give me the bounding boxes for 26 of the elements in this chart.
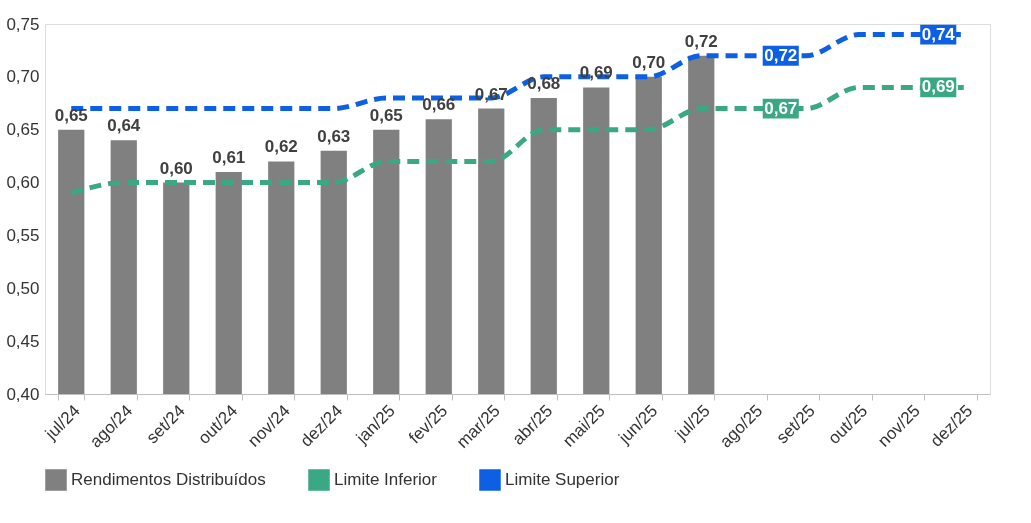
data-label: 0,74 (921, 24, 956, 44)
data-label: 0,62 (264, 137, 298, 157)
y-tick-label: 0,65 (6, 120, 40, 140)
legend-label: Rendimentos Distribuídos (71, 470, 266, 489)
data-label: 0,67 (764, 98, 798, 118)
data-label: 0,61 (212, 148, 246, 167)
data-label: 0,69 (921, 77, 955, 97)
data-label: 0,70 (632, 52, 666, 72)
y-tick-label: 0,50 (6, 278, 40, 298)
legend-label: Limite Inferior (334, 470, 438, 489)
y-tick-label: 0,55 (6, 225, 40, 245)
y-tick-label: 0,75 (6, 14, 40, 34)
data-label: 0,65 (54, 105, 88, 125)
data-label: 0,63 (317, 126, 351, 146)
y-tick-label: 0,45 (6, 331, 40, 351)
y-tick-label: 0,70 (6, 67, 40, 87)
data-label: 0,66 (422, 95, 456, 115)
data-label: 0,60 (159, 158, 193, 178)
y-tick-label: 0,60 (6, 173, 40, 193)
data-label: 0,72 (684, 31, 718, 51)
data-label: 0,68 (527, 74, 561, 93)
data-label: 0,65 (369, 105, 403, 125)
legend-label: Limite Superior (505, 470, 620, 489)
data-label: 0,72 (764, 45, 798, 65)
data-label: 0,64 (107, 116, 141, 136)
y-tick-label: 0,40 (6, 384, 40, 404)
